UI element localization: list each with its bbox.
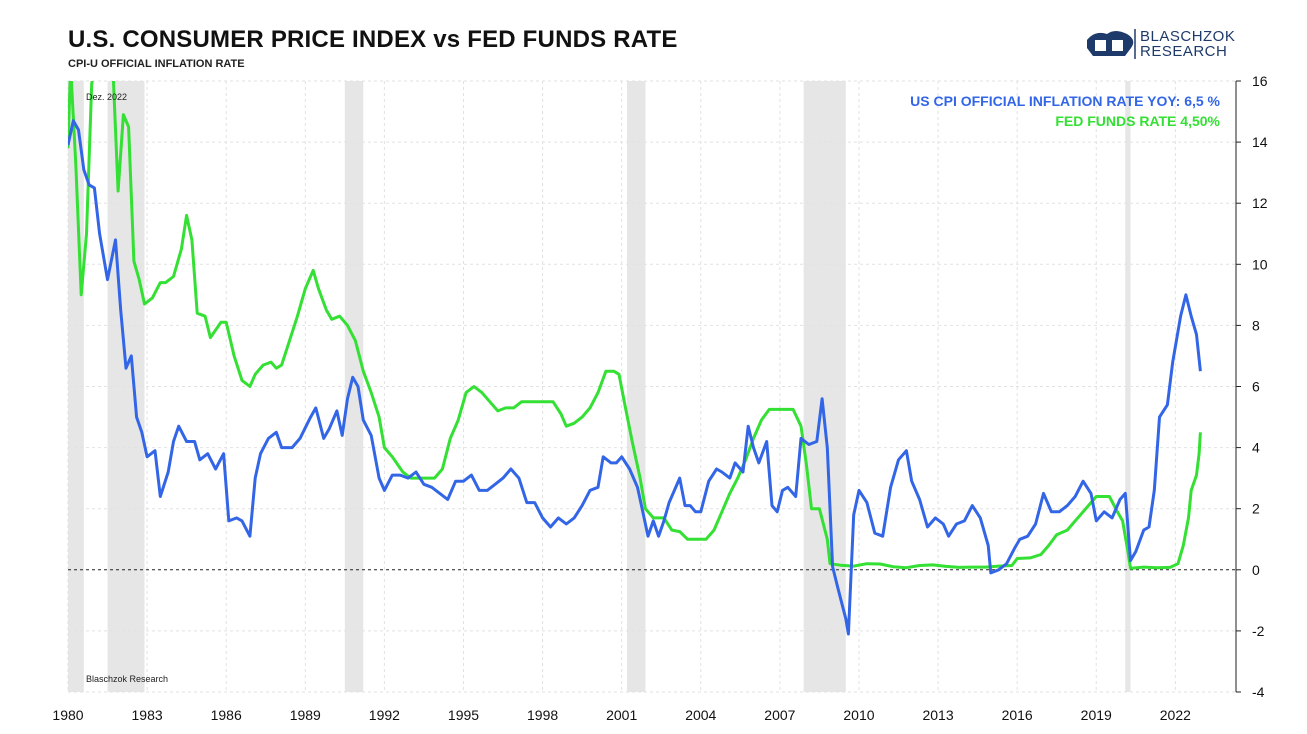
x-tick-label: 2004	[685, 707, 716, 723]
company-logo-icon	[1087, 29, 1136, 59]
x-tick-label: 2013	[922, 707, 953, 723]
x-tick-label: 1998	[527, 707, 558, 723]
series-lines	[68, 81, 1202, 636]
recession-band	[344, 81, 364, 692]
x-tick-label: 2001	[606, 707, 637, 723]
logo-text-line2: RESEARCH	[1140, 43, 1228, 60]
y-tick-label: 2	[1252, 501, 1260, 517]
recession-band	[626, 81, 646, 692]
y-tick-label: 16	[1252, 73, 1268, 89]
y-tick-label: 10	[1252, 256, 1268, 272]
x-tick-label: 2010	[843, 707, 874, 723]
x-tick-label: 2022	[1160, 707, 1191, 723]
x-tick-label: 2016	[1002, 707, 1033, 723]
y-tick-label: 0	[1252, 562, 1260, 578]
legend-fed: FED FUNDS RATE 4,50%	[1055, 113, 1220, 129]
y-tick-label: -2	[1252, 623, 1265, 639]
x-tick-label: 2019	[1081, 707, 1112, 723]
date-note: Dez. 2022	[86, 92, 127, 102]
recession-band	[107, 81, 145, 692]
x-tick-label: 1989	[290, 707, 321, 723]
source-note: Blaschzok Research	[86, 674, 168, 684]
chart-subtitle: CPI-U OFFICIAL INFLATION RATE	[68, 58, 245, 70]
cpi-series-line	[68, 119, 1202, 636]
axes: 16 14 12 10 8 6 4 2 0 -2 -4 1980 1983 1986 1989 1992 199…	[52, 73, 1267, 723]
y-tick-label: 4	[1252, 440, 1260, 456]
logo-text-line1: BLASCHZOK	[1140, 28, 1236, 45]
x-tick-label: 1992	[369, 707, 400, 723]
x-tick-label: 1995	[448, 707, 479, 723]
y-tick-label: 14	[1252, 134, 1268, 150]
y-tick-label: 12	[1252, 195, 1268, 211]
x-tick-label: 1980	[52, 707, 83, 723]
y-tick-label: 8	[1252, 317, 1260, 333]
x-tick-label: 1986	[211, 707, 242, 723]
y-tick-label: 6	[1252, 379, 1260, 395]
chart-title: U.S. CONSUMER PRICE INDEX vs FED FUNDS R…	[68, 26, 678, 53]
grid-lines	[67, 80, 1236, 693]
recession-band	[1125, 81, 1131, 692]
legend-cpi: US CPI OFFICIAL INFLATION RATE YOY: 6,5 …	[910, 93, 1220, 109]
fed-funds-series-line	[68, 81, 1202, 570]
x-tick-label: 2007	[764, 707, 795, 723]
y-tick-label: -4	[1252, 684, 1265, 700]
x-tick-label: 1983	[132, 707, 163, 723]
